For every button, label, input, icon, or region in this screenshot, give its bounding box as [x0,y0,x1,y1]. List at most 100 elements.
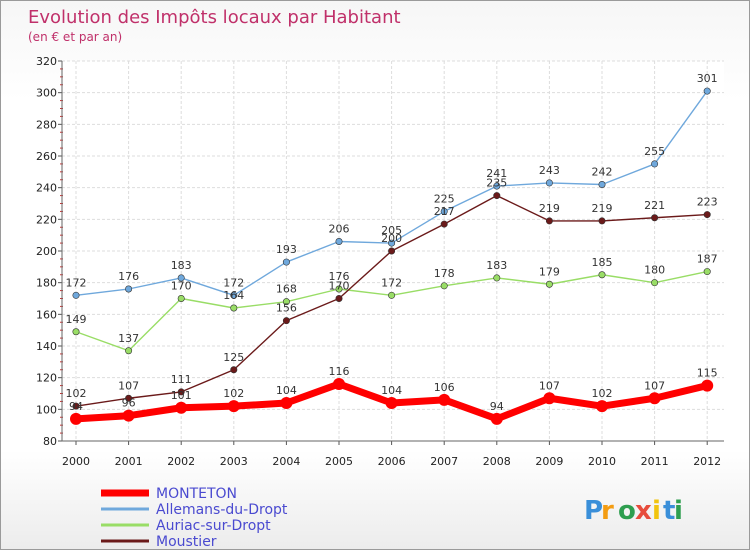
data-label: 241 [486,167,507,180]
y-tick-label: 260 [36,150,57,163]
chart-title: Evolution des Impôts locaux par Habitant [28,7,401,28]
logo-letter: t [663,496,675,526]
data-label: 221 [644,199,665,212]
data-point [72,402,80,410]
data-point [230,304,238,312]
data-label: 225 [434,192,455,205]
grid [62,60,724,442]
data-label: 178 [434,267,455,280]
data-label: 172 [66,276,87,289]
data-label: 104 [276,384,297,397]
data-point [230,291,238,299]
data-point [177,388,185,396]
x-tick-label: 2007 [430,455,458,468]
data-label: 101 [171,389,192,402]
data-label: 111 [171,373,192,386]
data-point [70,412,82,425]
y-tick-label: 160 [36,308,57,321]
data-label: 107 [644,379,665,392]
data-point [388,247,396,255]
data-label: 193 [276,243,297,256]
data-point [388,239,396,247]
data-label: 172 [223,276,244,289]
data-point [545,179,553,187]
data-label: 156 [276,302,297,315]
data-label: 94 [69,400,83,413]
data-label: 242 [592,166,613,179]
data-point [703,211,711,219]
data-label: 116 [329,365,350,378]
data-point [230,366,238,374]
x-tick-label: 2008 [483,455,511,468]
data-label: 102 [592,387,613,400]
data-label: 179 [539,265,560,278]
y-tick-label: 280 [36,118,57,131]
data-point [490,412,503,425]
data-point [385,397,398,409]
y-tick-label: 80 [43,435,57,448]
data-point [388,291,396,299]
data-point [335,294,343,302]
data-point [440,220,448,228]
data-label: 217 [434,205,455,218]
data-label: 176 [329,270,350,283]
data-label: 219 [539,202,560,215]
data-point [125,394,133,402]
data-point [227,400,240,413]
logo-letter: i [652,496,661,526]
data-point [598,217,606,225]
axes: 80 100 120 140 160 180 200 220 240 260 280 300 320 20… [36,55,724,468]
series [70,87,714,425]
x-tick-label: 2004 [272,455,300,468]
data-point [543,392,556,405]
data-point [282,258,290,266]
data-label: 301 [697,72,718,85]
chart-subtitle: (en € et par an) [28,30,122,44]
data-label: 219 [592,202,613,215]
x-tick-label: 2006 [378,455,406,468]
data-label: 96 [122,397,136,410]
data-point [648,392,661,405]
data-point [438,393,451,406]
data-point [177,274,185,282]
y-tick-label: 320 [36,55,57,68]
data-point [335,285,343,293]
logo-letter: x [635,496,652,526]
x-tick-label: 2012 [693,455,721,468]
data-label: 107 [118,379,139,392]
data-label: 187 [697,253,718,266]
data-point [651,214,659,222]
data-label: 180 [644,264,665,277]
legend: MONTETONAllemans-du-DroptAuriac-sur-Drop… [101,486,288,550]
data-point [493,192,501,200]
y-tick-label: 200 [36,245,57,258]
data-label: 200 [381,232,402,245]
logo-letter: P [584,496,603,526]
data-label: 235 [486,177,507,190]
data-point [493,274,501,282]
data-point [175,401,188,414]
logo-letter: r [601,496,614,526]
data-label: 102 [66,387,87,400]
legend-label: Auriac-sur-Dropt [156,518,271,534]
y-tick-label: 100 [36,403,57,416]
data-point [333,378,345,390]
data-point [282,298,290,306]
y-tick-label: 120 [36,372,57,385]
data-point [598,181,606,189]
logo-letter: i [674,496,683,526]
data-point [125,347,133,355]
legend-label: Moustier [156,534,217,550]
data-point [703,268,711,276]
data-point [596,400,608,413]
x-tick-label: 2009 [535,455,563,468]
data-label: 243 [539,164,560,177]
data-label: 206 [329,223,350,236]
logo-letter: o [618,496,636,526]
data-point [703,87,711,95]
data-label: 106 [434,381,455,394]
x-tick-label: 2010 [588,455,616,468]
data-point [701,379,714,392]
data-label: 183 [486,259,507,272]
